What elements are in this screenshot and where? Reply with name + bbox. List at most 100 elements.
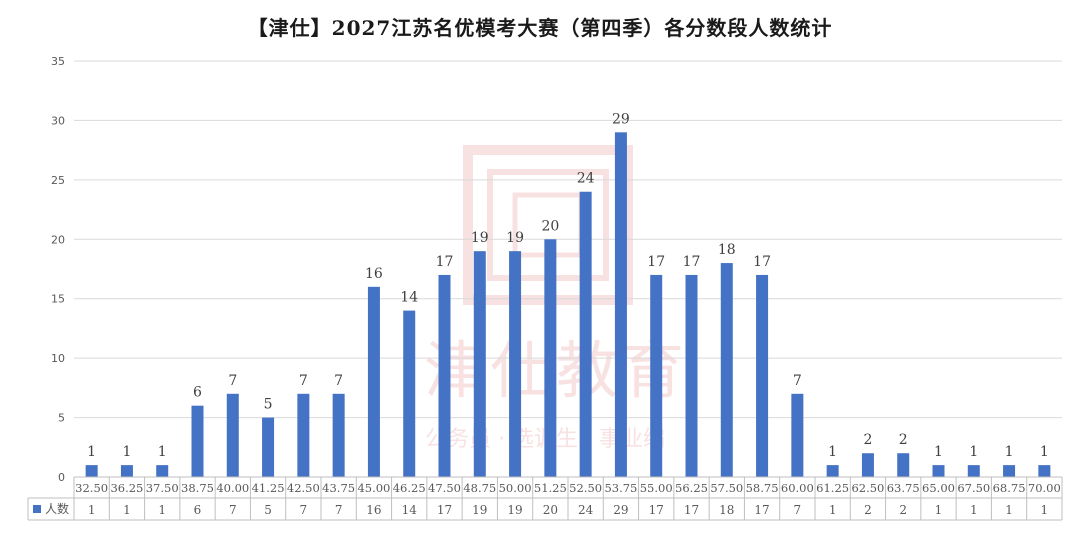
legend-swatch	[33, 505, 41, 513]
bar	[720, 263, 733, 477]
bar	[367, 286, 380, 477]
bar	[191, 405, 204, 477]
table-value: 1	[829, 503, 837, 517]
bar	[403, 310, 416, 477]
bar	[967, 465, 980, 477]
data-label: 18	[718, 242, 736, 258]
x-tick-label: 50.00	[499, 481, 532, 495]
bar	[791, 393, 804, 477]
bar	[650, 274, 663, 477]
x-tick-label: 63.75	[887, 481, 920, 495]
table-value: 6	[194, 503, 202, 517]
bar	[297, 393, 310, 477]
chart-title: 【津仕】2027江苏名优模考大赛（第四季）各分数段人数统计	[247, 16, 833, 40]
data-label: 1	[1005, 444, 1014, 460]
table-value: 1	[935, 503, 943, 517]
x-tick-label: 53.75	[604, 481, 637, 495]
table-value: 18	[719, 503, 734, 517]
x-tick-label: 55.00	[640, 481, 673, 495]
y-tick-label: 5	[58, 412, 65, 425]
y-tick-label: 15	[51, 293, 65, 306]
table-value: 14	[402, 503, 418, 517]
table-value: 17	[684, 503, 699, 517]
y-tick-label: 20	[51, 233, 65, 246]
bar	[226, 393, 239, 477]
data-label: 19	[471, 230, 489, 246]
table-value: 7	[794, 503, 802, 517]
x-tick-label: 42.50	[287, 481, 320, 495]
table-value: 17	[754, 503, 769, 517]
table-value: 24	[578, 503, 594, 517]
bar	[156, 465, 169, 477]
x-tick-label: 68.75	[993, 481, 1026, 495]
x-tick-label: 58.75	[746, 481, 779, 495]
y-tick-label: 30	[51, 114, 65, 127]
data-label: 2	[863, 432, 872, 448]
table-value: 1	[970, 503, 978, 517]
bar	[897, 453, 910, 477]
bar	[509, 251, 522, 477]
data-label: 6	[193, 385, 202, 401]
x-tick-label: 61.25	[816, 481, 849, 495]
x-tick-label: 38.75	[181, 481, 214, 495]
table-value: 7	[229, 503, 237, 517]
table-value: 19	[507, 503, 522, 517]
table-value: 1	[1005, 503, 1013, 517]
table-value: 2	[864, 503, 872, 517]
data-label: 14	[400, 290, 418, 306]
table-value: 29	[613, 503, 628, 517]
bar	[438, 274, 451, 477]
x-tick-label: 45.00	[357, 481, 390, 495]
table-value: 7	[300, 503, 308, 517]
bar	[826, 465, 839, 477]
table-value: 2	[899, 503, 907, 517]
x-tick-label: 47.50	[428, 481, 461, 495]
table-value: 20	[543, 503, 558, 517]
bar	[332, 393, 345, 477]
bar	[1038, 465, 1051, 477]
data-label: 1	[828, 444, 837, 460]
data-label: 17	[683, 254, 701, 270]
data-label: 7	[334, 373, 343, 389]
table-value: 7	[335, 503, 343, 517]
x-tick-label: 67.50	[957, 481, 990, 495]
data-label: 1	[87, 444, 96, 460]
x-tick-label: 57.50	[710, 481, 743, 495]
table-value: 1	[123, 503, 131, 517]
y-tick-label: 10	[51, 352, 65, 365]
bar	[120, 465, 133, 477]
table-value: 19	[472, 503, 487, 517]
bar	[473, 251, 486, 477]
table-value: 1	[158, 503, 166, 517]
x-tick-label: 65.00	[922, 481, 955, 495]
y-tick-label: 25	[51, 174, 65, 187]
x-tick-label: 51.25	[534, 481, 567, 495]
x-tick-label: 62.50	[851, 481, 884, 495]
x-tick-label: 60.00	[781, 481, 814, 495]
bar	[85, 465, 98, 477]
data-label: 1	[934, 444, 943, 460]
y-tick-label: 0	[58, 471, 65, 484]
data-label: 20	[541, 218, 559, 234]
table-value: 17	[437, 503, 452, 517]
data-label: 7	[793, 373, 802, 389]
x-tick-label: 56.25	[675, 481, 708, 495]
data-label: 16	[365, 266, 383, 282]
table-value: 5	[264, 503, 272, 517]
x-tick-label: 46.25	[393, 481, 426, 495]
bar	[579, 191, 592, 477]
bar	[1003, 465, 1016, 477]
data-label: 2	[899, 432, 908, 448]
data-label: 1	[122, 444, 131, 460]
table-value: 16	[366, 503, 381, 517]
bar	[614, 132, 627, 478]
x-tick-label: 70.00	[1028, 481, 1061, 495]
data-label: 7	[299, 373, 308, 389]
data-label: 29	[612, 111, 630, 127]
bar	[544, 239, 557, 477]
x-tick-label: 36.25	[110, 481, 143, 495]
table-value: 1	[88, 503, 96, 517]
data-label: 1	[158, 444, 167, 460]
